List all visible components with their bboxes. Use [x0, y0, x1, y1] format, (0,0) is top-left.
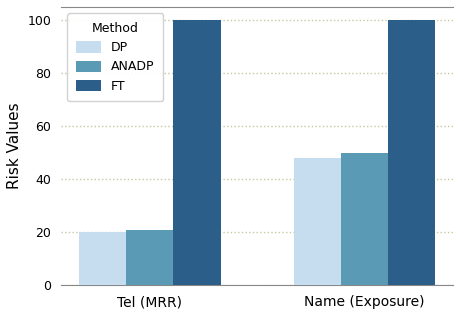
Y-axis label: Risk Values: Risk Values — [7, 103, 22, 190]
Bar — [340, 153, 387, 285]
Bar — [387, 20, 434, 285]
Legend: DP, ANADP, FT: DP, ANADP, FT — [67, 13, 163, 101]
Bar — [173, 20, 220, 285]
Bar — [293, 158, 340, 285]
Bar — [126, 230, 173, 285]
Bar — [79, 232, 126, 285]
